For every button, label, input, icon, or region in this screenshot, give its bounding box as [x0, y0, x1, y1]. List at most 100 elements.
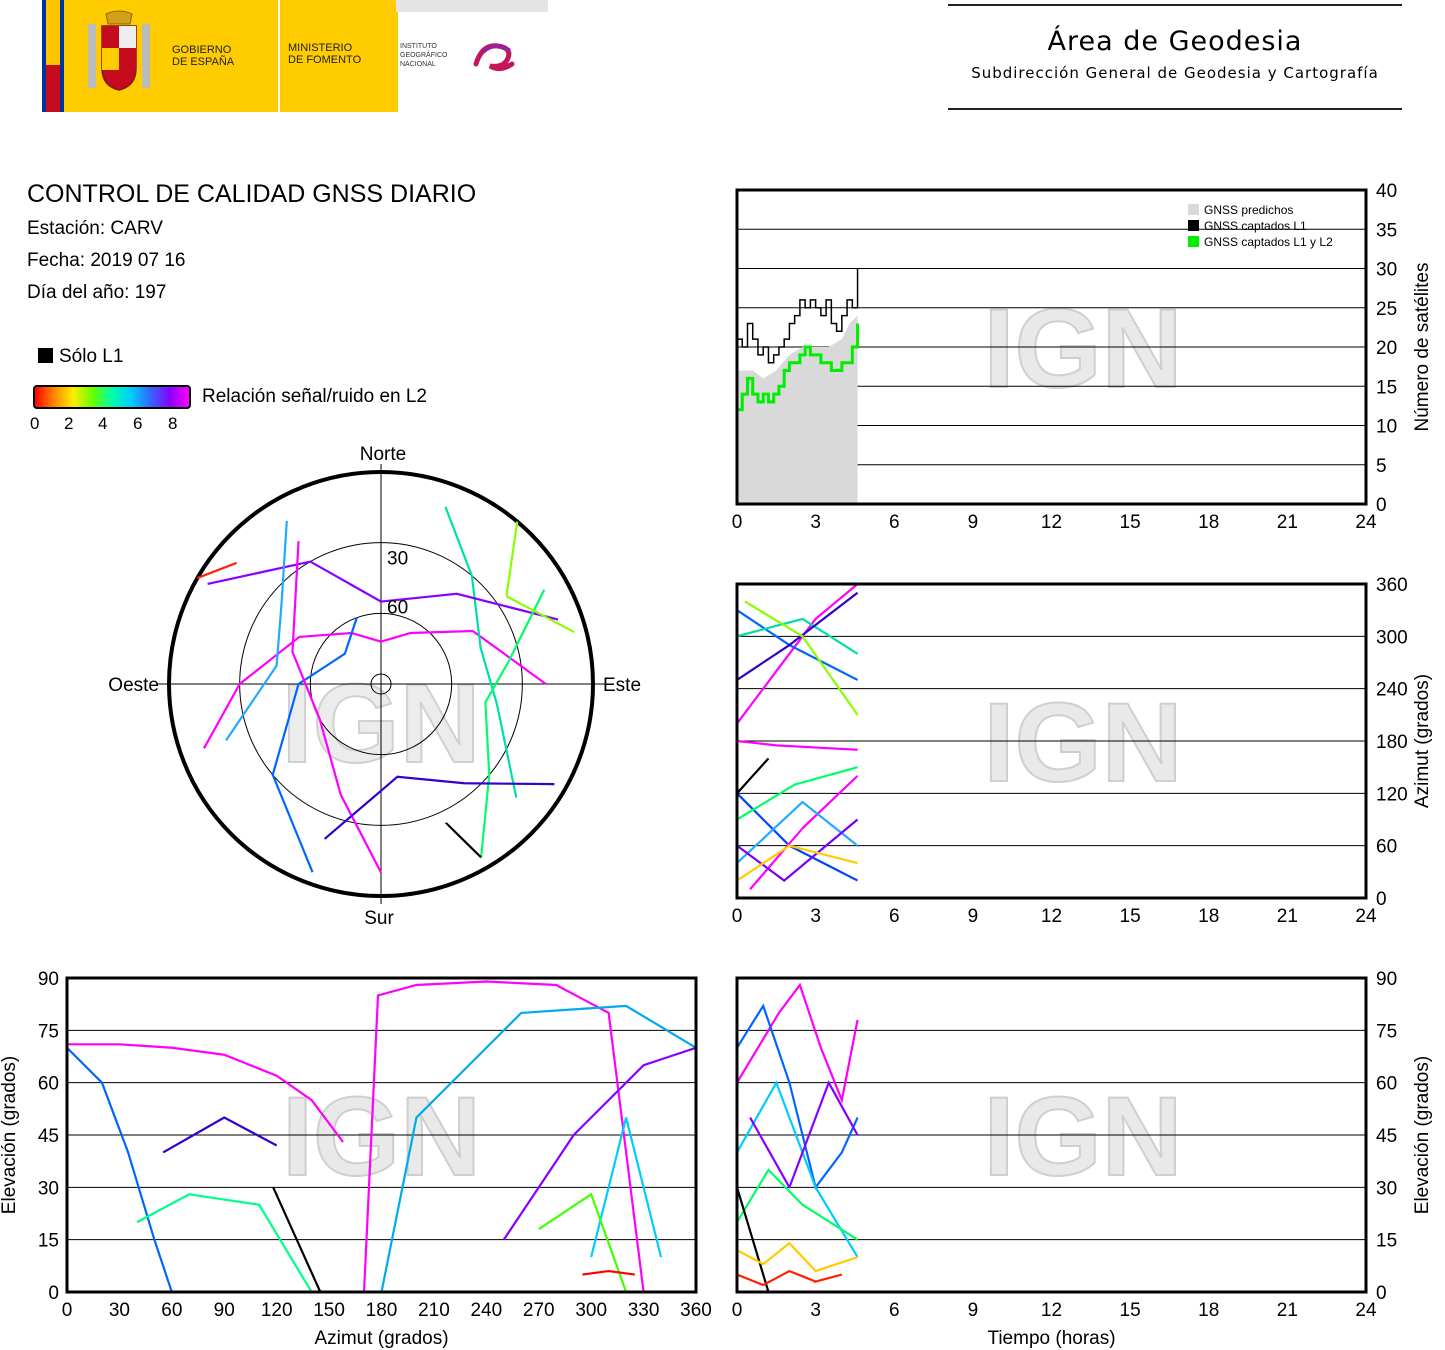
series-line [737, 323, 860, 412]
satellite-track [502, 1046, 697, 1241]
y-tick-label: 20 [1376, 338, 1397, 359]
satellite-track [162, 1116, 278, 1154]
area-bottom-rule [948, 108, 1402, 110]
area-title: Área de Geodesia [1047, 26, 1303, 57]
satellite-track [362, 980, 645, 1293]
coat-of-arms-icon [88, 10, 150, 91]
x-tick-label: 18 [1198, 1300, 1219, 1321]
plot-frame [65, 976, 698, 1294]
x-tick-label: 12 [1041, 906, 1062, 927]
area-top-rule [948, 4, 1402, 6]
watermark-text: IGN [983, 286, 1182, 411]
skyplot-track [271, 617, 358, 873]
y-axis-title: Número de satélites [1412, 263, 1433, 432]
x-tick-label: 300 [575, 1300, 607, 1321]
satellite-track [736, 1003, 859, 1190]
x-tick-label: 180 [366, 1300, 398, 1321]
skyplot-east-label: Este [603, 675, 641, 696]
skyplot-track [444, 506, 518, 798]
x-axis-title: Azimut (grados) [314, 1328, 448, 1349]
skyplot-track [323, 775, 555, 840]
x-tick-label: 15 [1120, 1300, 1141, 1321]
l1-only-label: Sólo L1 [59, 346, 124, 367]
y-tick-label: 35 [1376, 220, 1397, 241]
x-tick-label: 120 [261, 1300, 293, 1321]
skyplot-west-label: Oeste [108, 675, 159, 696]
x-tick-label: 18 [1198, 512, 1219, 533]
skyplot-tracks [197, 506, 575, 873]
y-tick-label: 90 [1376, 969, 1397, 990]
satellite-track [590, 1117, 663, 1258]
satellite-track [736, 1269, 843, 1287]
satellite-track [736, 739, 858, 751]
station-label: Estación: CARV [27, 218, 163, 239]
y-tick-label: 60 [1376, 1074, 1397, 1095]
x-tick-label: 18 [1198, 906, 1219, 927]
spain-flag-stripe [46, 0, 60, 112]
skyplot-track [291, 541, 382, 873]
x-tick-label: 3 [810, 1300, 821, 1321]
satellite-track [736, 982, 859, 1105]
x-tick-label: 9 [968, 1300, 979, 1321]
x-tick-label: 90 [214, 1300, 235, 1321]
satellite-track [538, 1192, 628, 1293]
satellite-track [736, 844, 858, 882]
satellite-track [736, 818, 859, 882]
elevation-azimuth-chart: IGN 0 15 30 45 60 75 90 0 30 60 90 120 150 180 210 240 27… [0, 969, 712, 1349]
satellite-track [582, 1269, 636, 1276]
x-tick-label: 9 [968, 906, 979, 927]
y-tick-label: 240 [1376, 680, 1408, 701]
skyplot-track [444, 821, 482, 859]
l1-only-swatch [38, 348, 53, 363]
snr-tick-8: 8 [168, 414, 178, 433]
x-tick-label: 21 [1277, 906, 1298, 927]
ministerio-text: MINISTERIO DE FOMENTO [288, 42, 362, 66]
plot-frame [735, 582, 1368, 900]
x-axis-title: Tiempo (horas) [987, 1328, 1115, 1349]
skyplot-north-label: Norte [360, 444, 406, 465]
x-tick-label: 150 [313, 1300, 345, 1321]
satellite-track [749, 1080, 859, 1190]
watermark-text: IGN [983, 1074, 1182, 1199]
y-axis-title: Azimut (grados) [1412, 674, 1433, 808]
area-subtitle: Subdirección General de Geodesia y Carto… [971, 64, 1379, 82]
y-tick-label: 0 [48, 1283, 59, 1304]
satellite-track [736, 800, 859, 864]
skyplot-track [505, 521, 575, 634]
y-tick-label: 15 [38, 1231, 59, 1252]
skyplot-ring-30-label: 30 [387, 549, 408, 570]
legend-swatch [1188, 236, 1199, 247]
y-tick-label: 15 [1376, 1231, 1397, 1252]
x-tick-label: 3 [810, 512, 821, 533]
x-tick-label: 24 [1355, 906, 1377, 927]
x-tick-label: 12 [1041, 1300, 1062, 1321]
x-tick-label: 6 [889, 906, 900, 927]
series-line [737, 268, 859, 364]
satellite-track [380, 1004, 697, 1293]
x-tick-label: 6 [889, 1300, 900, 1321]
y-tick-label: 0 [1376, 889, 1387, 910]
y-tick-label: 45 [1376, 1126, 1397, 1147]
day-of-year-label: Día del año: 197 [27, 282, 167, 303]
satellite-track [749, 775, 859, 890]
x-tick-label: 0 [62, 1300, 73, 1321]
legend-entry: GNSS captados L1 [1204, 219, 1307, 233]
y-tick-label: 75 [38, 1021, 59, 1042]
x-tick-label: 9 [968, 512, 979, 533]
x-tick-label: 12 [1041, 512, 1062, 533]
x-tick-label: 21 [1277, 512, 1298, 533]
x-tick-label: 60 [161, 1300, 182, 1321]
snr-tick-4: 4 [98, 414, 108, 433]
elevation-time-chart: IGN 0 15 30 45 60 75 90 0 3 6 9 12 15 18 21 24 Elevación … [732, 969, 1433, 1349]
y-tick-label: 180 [1376, 732, 1408, 753]
y-tick-label: 30 [1376, 1178, 1397, 1199]
x-tick-label: 0 [732, 512, 743, 533]
x-tick-label: 24 [1355, 1300, 1377, 1321]
y-tick-label: 45 [38, 1126, 59, 1147]
satellite-track [736, 591, 859, 681]
legend-swatch [1188, 204, 1199, 215]
y-tick-label: 0 [1376, 495, 1387, 516]
institutional-header: GOBIERNO DE ESPAÑA MINISTERIO DE FOMENTO… [42, 0, 548, 112]
y-axis-title: Elevación (grados) [1412, 1056, 1433, 1214]
satellite-track [136, 1193, 313, 1293]
